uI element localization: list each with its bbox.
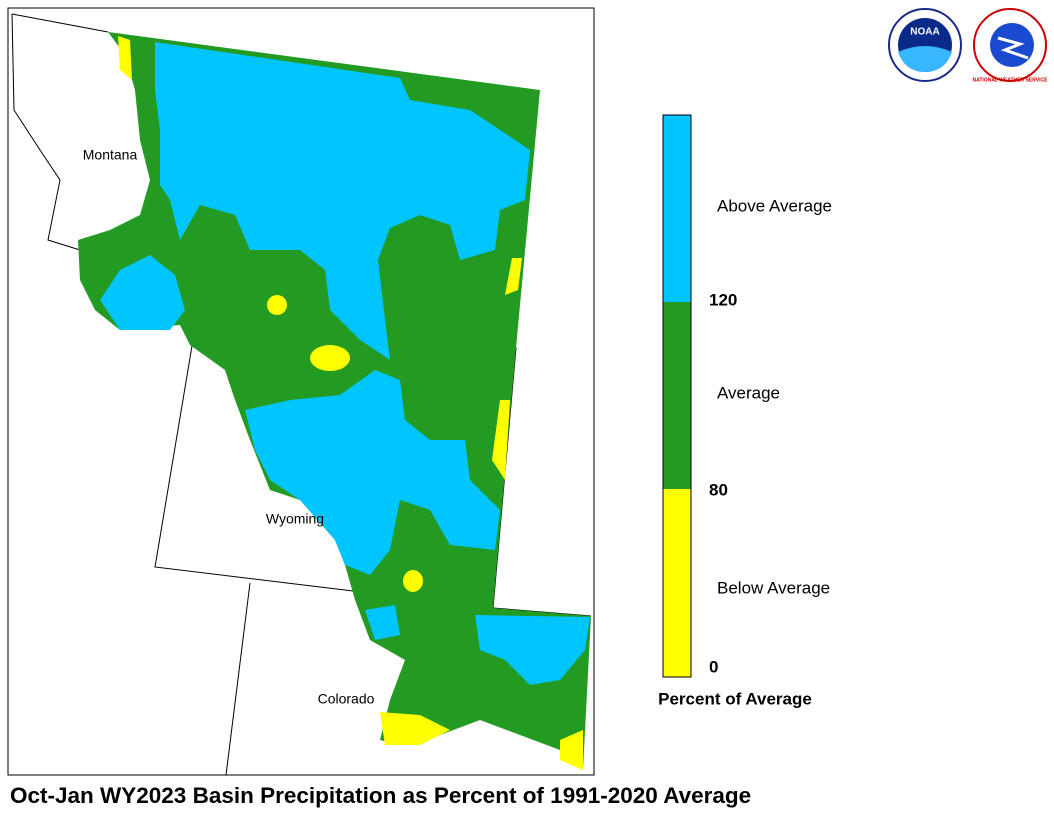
legend-swatch <box>663 115 691 302</box>
yellow-east <box>505 258 522 295</box>
yellow-blob <box>267 295 287 315</box>
state-label: Wyoming <box>266 511 324 527</box>
legend-tick: 120 <box>709 290 737 309</box>
noaa-logo: NOAA <box>888 8 962 82</box>
legend-swatch <box>663 302 691 489</box>
below-average-regions <box>118 36 583 770</box>
legend-label: Below Average <box>717 578 830 597</box>
legend-label: Average <box>717 383 780 402</box>
yellow-east2 <box>492 400 510 480</box>
yellow-blob <box>310 345 350 371</box>
state-label: Montana <box>83 147 138 163</box>
logo-text: NATIONAL WEATHER SERVICE <box>973 77 1049 83</box>
yellow-blob <box>403 570 423 592</box>
state-label: Colorado <box>318 691 375 707</box>
legend-label: Above Average <box>717 196 832 215</box>
legend-tick: 80 <box>709 480 728 499</box>
blue-north <box>155 42 530 360</box>
legend-frame <box>662 114 692 678</box>
yellow-se <box>560 730 583 770</box>
blue-central <box>245 370 500 575</box>
blue-west <box>100 255 185 330</box>
legend-swatch <box>663 489 691 677</box>
montana-outline <box>11 13 109 251</box>
above-average-regions <box>100 42 590 685</box>
blue-south <box>365 605 400 640</box>
yellow-south <box>380 712 450 745</box>
yellow-nw <box>118 36 132 80</box>
legend-title: Percent of Average <box>658 689 812 708</box>
nws-logo: NATIONAL WEATHER SERVICE <box>973 8 1049 83</box>
map-title: Oct-Jan WY2023 Basin Precipitation as Pe… <box>10 783 751 808</box>
blue-southeast <box>475 615 590 685</box>
legend-tick: 0 <box>709 657 718 676</box>
logo-text: NOAA <box>910 27 939 38</box>
